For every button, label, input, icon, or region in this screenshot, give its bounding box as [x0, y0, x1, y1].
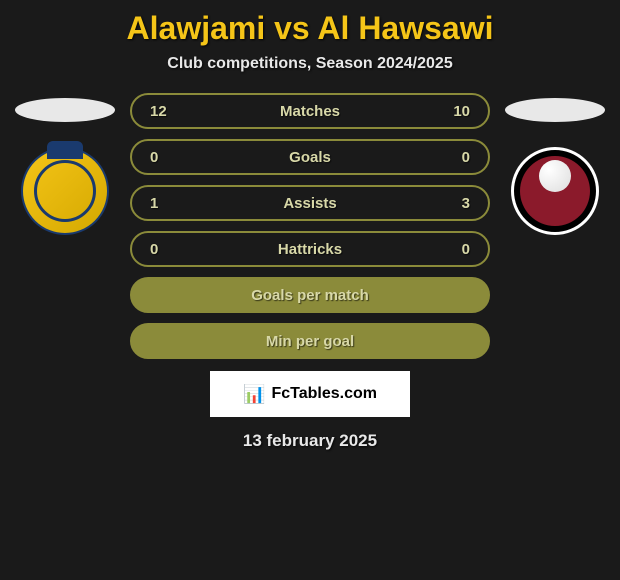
stat-label: Goals: [289, 149, 331, 166]
stat-left-value: 1: [150, 195, 170, 212]
page-title: Alawjami vs Al Hawsawi: [0, 10, 620, 47]
date-label: 13 february 2025: [0, 431, 620, 451]
stat-left-value: 0: [150, 241, 170, 258]
stat-row-goals-per-match: Goals per match: [130, 277, 490, 313]
player1-photo: [15, 98, 115, 122]
stat-right-value: 0: [450, 149, 470, 166]
player-right: [500, 93, 610, 235]
soccer-ball-icon: [539, 160, 571, 192]
stat-left-value: 12: [150, 103, 170, 120]
player2-photo: [505, 98, 605, 122]
stat-left-value: 0: [150, 149, 170, 166]
team2-logo-inner: [520, 156, 590, 226]
stat-label: Goals per match: [251, 287, 369, 304]
stat-row-goals: 0 Goals 0: [130, 139, 490, 175]
stat-label: Assists: [283, 195, 336, 212]
stat-label: Min per goal: [266, 333, 354, 350]
stat-right-value: 10: [450, 103, 470, 120]
stat-right-value: 3: [450, 195, 470, 212]
team1-logo: [21, 147, 109, 235]
stat-row-assists: 1 Assists 3: [130, 185, 490, 221]
content-wrapper: 12 Matches 10 0 Goals 0 1 Assists 3 0 Ha…: [0, 93, 620, 359]
player-left: [10, 93, 120, 235]
comparison-card: Alawjami vs Al Hawsawi Club competitions…: [0, 0, 620, 461]
stat-row-hattricks: 0 Hattricks 0: [130, 231, 490, 267]
stat-right-value: 0: [450, 241, 470, 258]
brand-text: FcTables.com: [271, 385, 377, 403]
team2-logo: [511, 147, 599, 235]
subtitle: Club competitions, Season 2024/2025: [0, 55, 620, 73]
stats-column: 12 Matches 10 0 Goals 0 1 Assists 3 0 Ha…: [130, 93, 490, 359]
stat-label: Matches: [280, 103, 340, 120]
stat-row-matches: 12 Matches 10: [130, 93, 490, 129]
chart-icon: 📊: [243, 384, 265, 405]
brand-logo[interactable]: 📊 FcTables.com: [210, 371, 410, 417]
stat-row-min-per-goal: Min per goal: [130, 323, 490, 359]
stat-label: Hattricks: [278, 241, 342, 258]
